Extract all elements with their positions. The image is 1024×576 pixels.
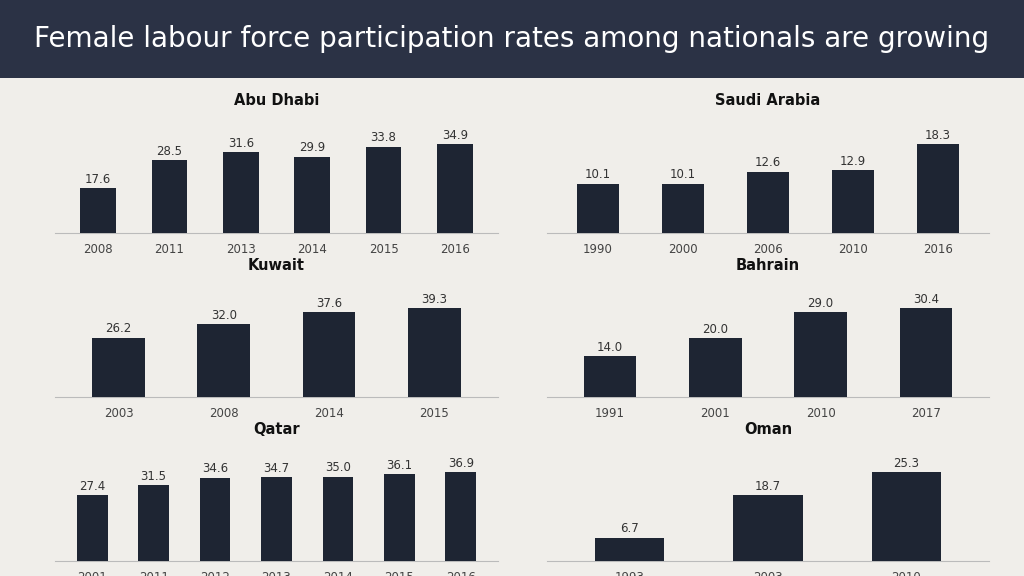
Text: 29.0: 29.0: [808, 297, 834, 310]
Bar: [577, 184, 620, 233]
Text: 32.0: 32.0: [211, 309, 237, 322]
Bar: [92, 338, 144, 397]
Text: 18.7: 18.7: [755, 480, 781, 493]
Bar: [595, 537, 665, 561]
Text: Kuwait: Kuwait: [248, 257, 305, 272]
Bar: [77, 495, 108, 561]
Bar: [223, 152, 259, 233]
Text: 39.3: 39.3: [422, 293, 447, 306]
Bar: [323, 477, 353, 561]
Text: 29.9: 29.9: [299, 141, 326, 154]
Text: 36.9: 36.9: [447, 457, 474, 470]
Bar: [445, 472, 476, 561]
Bar: [689, 339, 741, 397]
Bar: [437, 144, 473, 233]
Bar: [384, 474, 415, 561]
Text: 6.7: 6.7: [621, 522, 639, 535]
Text: Abu Dhabi: Abu Dhabi: [233, 93, 319, 108]
Text: 34.9: 34.9: [441, 128, 468, 142]
Text: 14.0: 14.0: [597, 341, 623, 354]
Bar: [80, 188, 116, 233]
Bar: [152, 160, 187, 233]
Text: 35.0: 35.0: [325, 461, 351, 475]
Text: 12.6: 12.6: [755, 156, 781, 169]
Text: 34.7: 34.7: [263, 462, 290, 475]
Bar: [733, 495, 803, 561]
Text: 31.5: 31.5: [140, 470, 167, 483]
Text: 17.6: 17.6: [85, 173, 112, 185]
Text: Bahrain: Bahrain: [736, 257, 800, 272]
Text: 36.1: 36.1: [386, 459, 413, 472]
Text: Oman: Oman: [744, 422, 792, 437]
Bar: [409, 308, 461, 397]
Text: 30.4: 30.4: [913, 293, 939, 306]
Text: 33.8: 33.8: [371, 131, 396, 145]
Text: Saudi Arabia: Saudi Arabia: [716, 93, 820, 108]
Bar: [261, 478, 292, 561]
Bar: [294, 157, 330, 233]
Text: 26.2: 26.2: [105, 323, 132, 335]
Text: 27.4: 27.4: [79, 480, 105, 493]
Text: Female labour force participation rates among nationals are growing: Female labour force participation rates …: [35, 25, 989, 53]
Text: 10.1: 10.1: [585, 169, 611, 181]
Bar: [303, 312, 355, 397]
Text: 10.1: 10.1: [670, 169, 696, 181]
Bar: [584, 356, 636, 397]
Text: 34.6: 34.6: [202, 463, 228, 475]
Bar: [831, 170, 874, 233]
Text: Qatar: Qatar: [253, 422, 300, 437]
Bar: [138, 485, 169, 561]
Bar: [200, 478, 230, 561]
Bar: [198, 324, 250, 397]
Text: 25.3: 25.3: [893, 457, 920, 470]
Text: 18.3: 18.3: [925, 128, 951, 142]
Text: 12.9: 12.9: [840, 155, 866, 168]
Bar: [746, 172, 790, 233]
Bar: [871, 472, 941, 561]
Text: 20.0: 20.0: [702, 323, 728, 336]
Text: 37.6: 37.6: [316, 297, 342, 309]
Bar: [662, 184, 705, 233]
Bar: [795, 312, 847, 397]
Bar: [900, 308, 952, 397]
Text: 28.5: 28.5: [157, 145, 182, 158]
Bar: [916, 144, 959, 233]
Text: 31.6: 31.6: [227, 137, 254, 150]
Bar: [366, 146, 401, 233]
